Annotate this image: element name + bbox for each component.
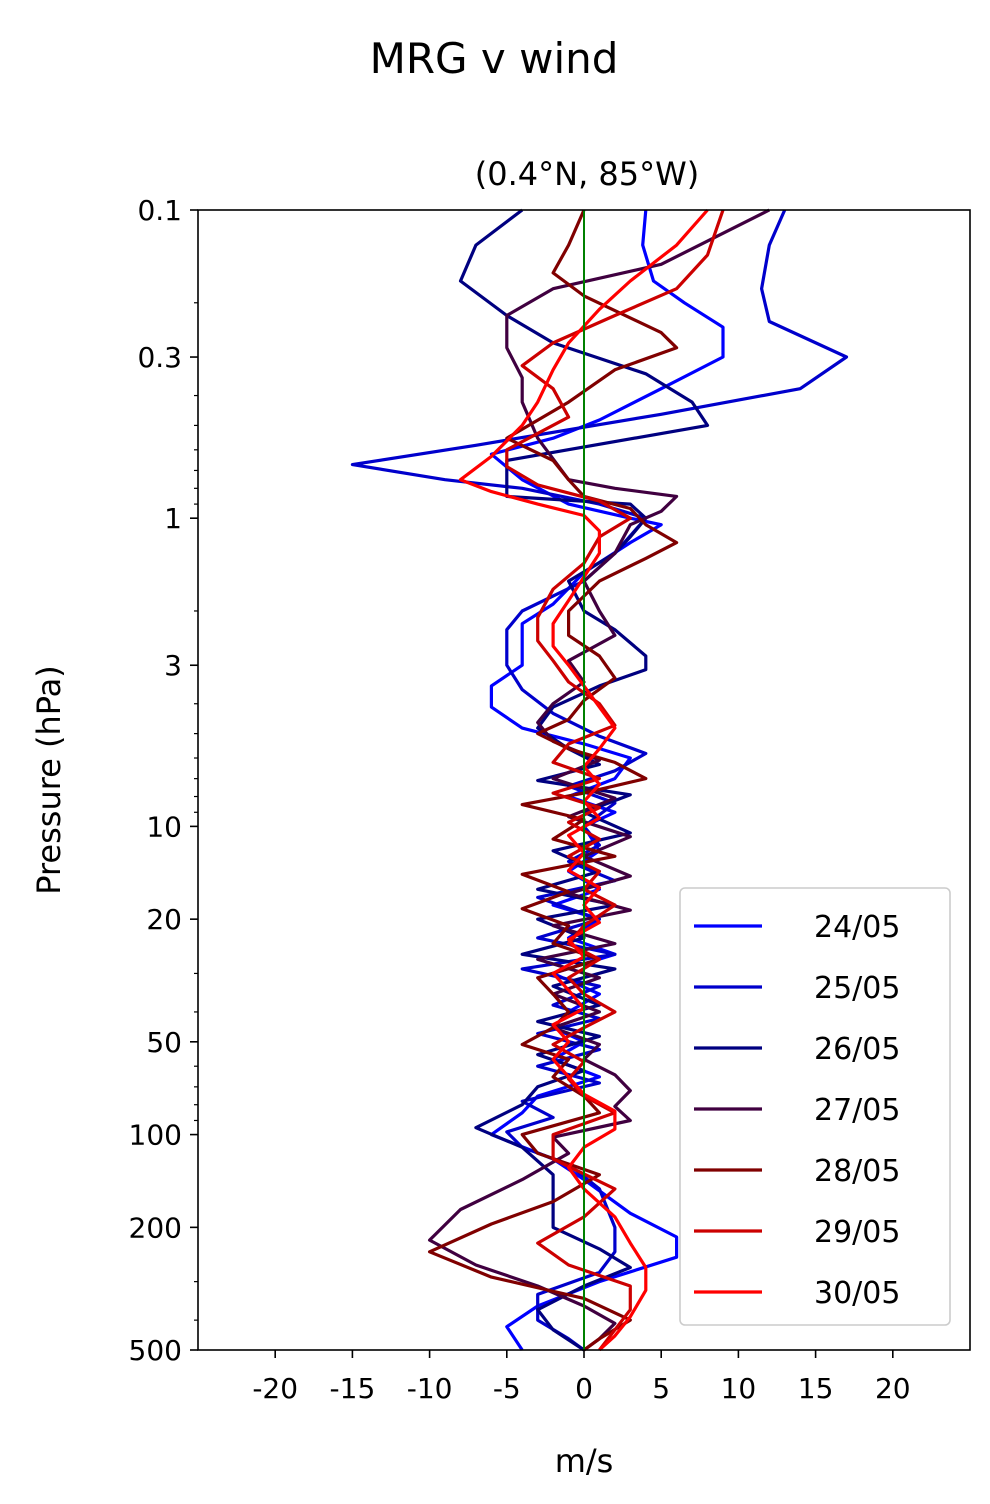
x-tick-label: 10: [721, 1372, 757, 1405]
y-tick-label: 10: [146, 810, 182, 843]
y-tick-label: 200: [129, 1211, 182, 1244]
x-axis-ticks: -20 -15 -10 -5 0 5 10 15 20: [252, 1350, 911, 1405]
legend-label: 24/05: [814, 910, 900, 945]
legend-label: 25/05: [814, 971, 900, 1006]
chart-subtitle: (0.4°N, 85°W): [475, 155, 700, 193]
legend: 24/05 25/05 26/05 27/05 28/05 29/05 30/05: [679, 887, 951, 1326]
legend-box: [679, 887, 951, 1326]
x-tick-label: 0: [575, 1372, 593, 1405]
y-tick-label: 20: [146, 903, 182, 936]
x-tick-label: -5: [493, 1372, 521, 1405]
plot-frame: [197, 209, 971, 1351]
y-tick-label: 500: [129, 1334, 182, 1367]
y-tick-label: 50: [146, 1026, 182, 1059]
y-tick-label: 0.3: [137, 341, 182, 374]
x-tick-label: 5: [652, 1372, 670, 1405]
x-tick-label: -15: [330, 1372, 376, 1405]
legend-label: 30/05: [814, 1276, 900, 1311]
legend-label: 29/05: [814, 1215, 900, 1250]
y-axis-ticks: 0.1 0.3 1 3 10 20 50 100 200 500: [129, 194, 198, 1367]
legend-label: 27/05: [814, 1093, 900, 1128]
y-tick-label: 0.1: [137, 194, 182, 227]
series-line-29-05: [505, 209, 725, 1351]
x-tick-label: 15: [798, 1372, 834, 1405]
chart-title: MRG v wind: [370, 34, 619, 83]
x-axis-label: m/s: [555, 1442, 614, 1480]
y-tick-label: 1: [164, 502, 182, 535]
x-tick-label: -10: [407, 1372, 453, 1405]
legend-label: 26/05: [814, 1032, 900, 1067]
y-tick-label: 3: [164, 649, 182, 682]
x-tick-label: 20: [875, 1372, 911, 1405]
series-layer: [350, 208, 849, 1352]
y-tick-label: 100: [129, 1119, 182, 1152]
y-axis-label: Pressure (hPa): [30, 665, 68, 895]
legend-label: 28/05: [814, 1154, 900, 1189]
x-tick-label: -20: [252, 1372, 298, 1405]
series-line-28-05: [428, 209, 679, 1352]
